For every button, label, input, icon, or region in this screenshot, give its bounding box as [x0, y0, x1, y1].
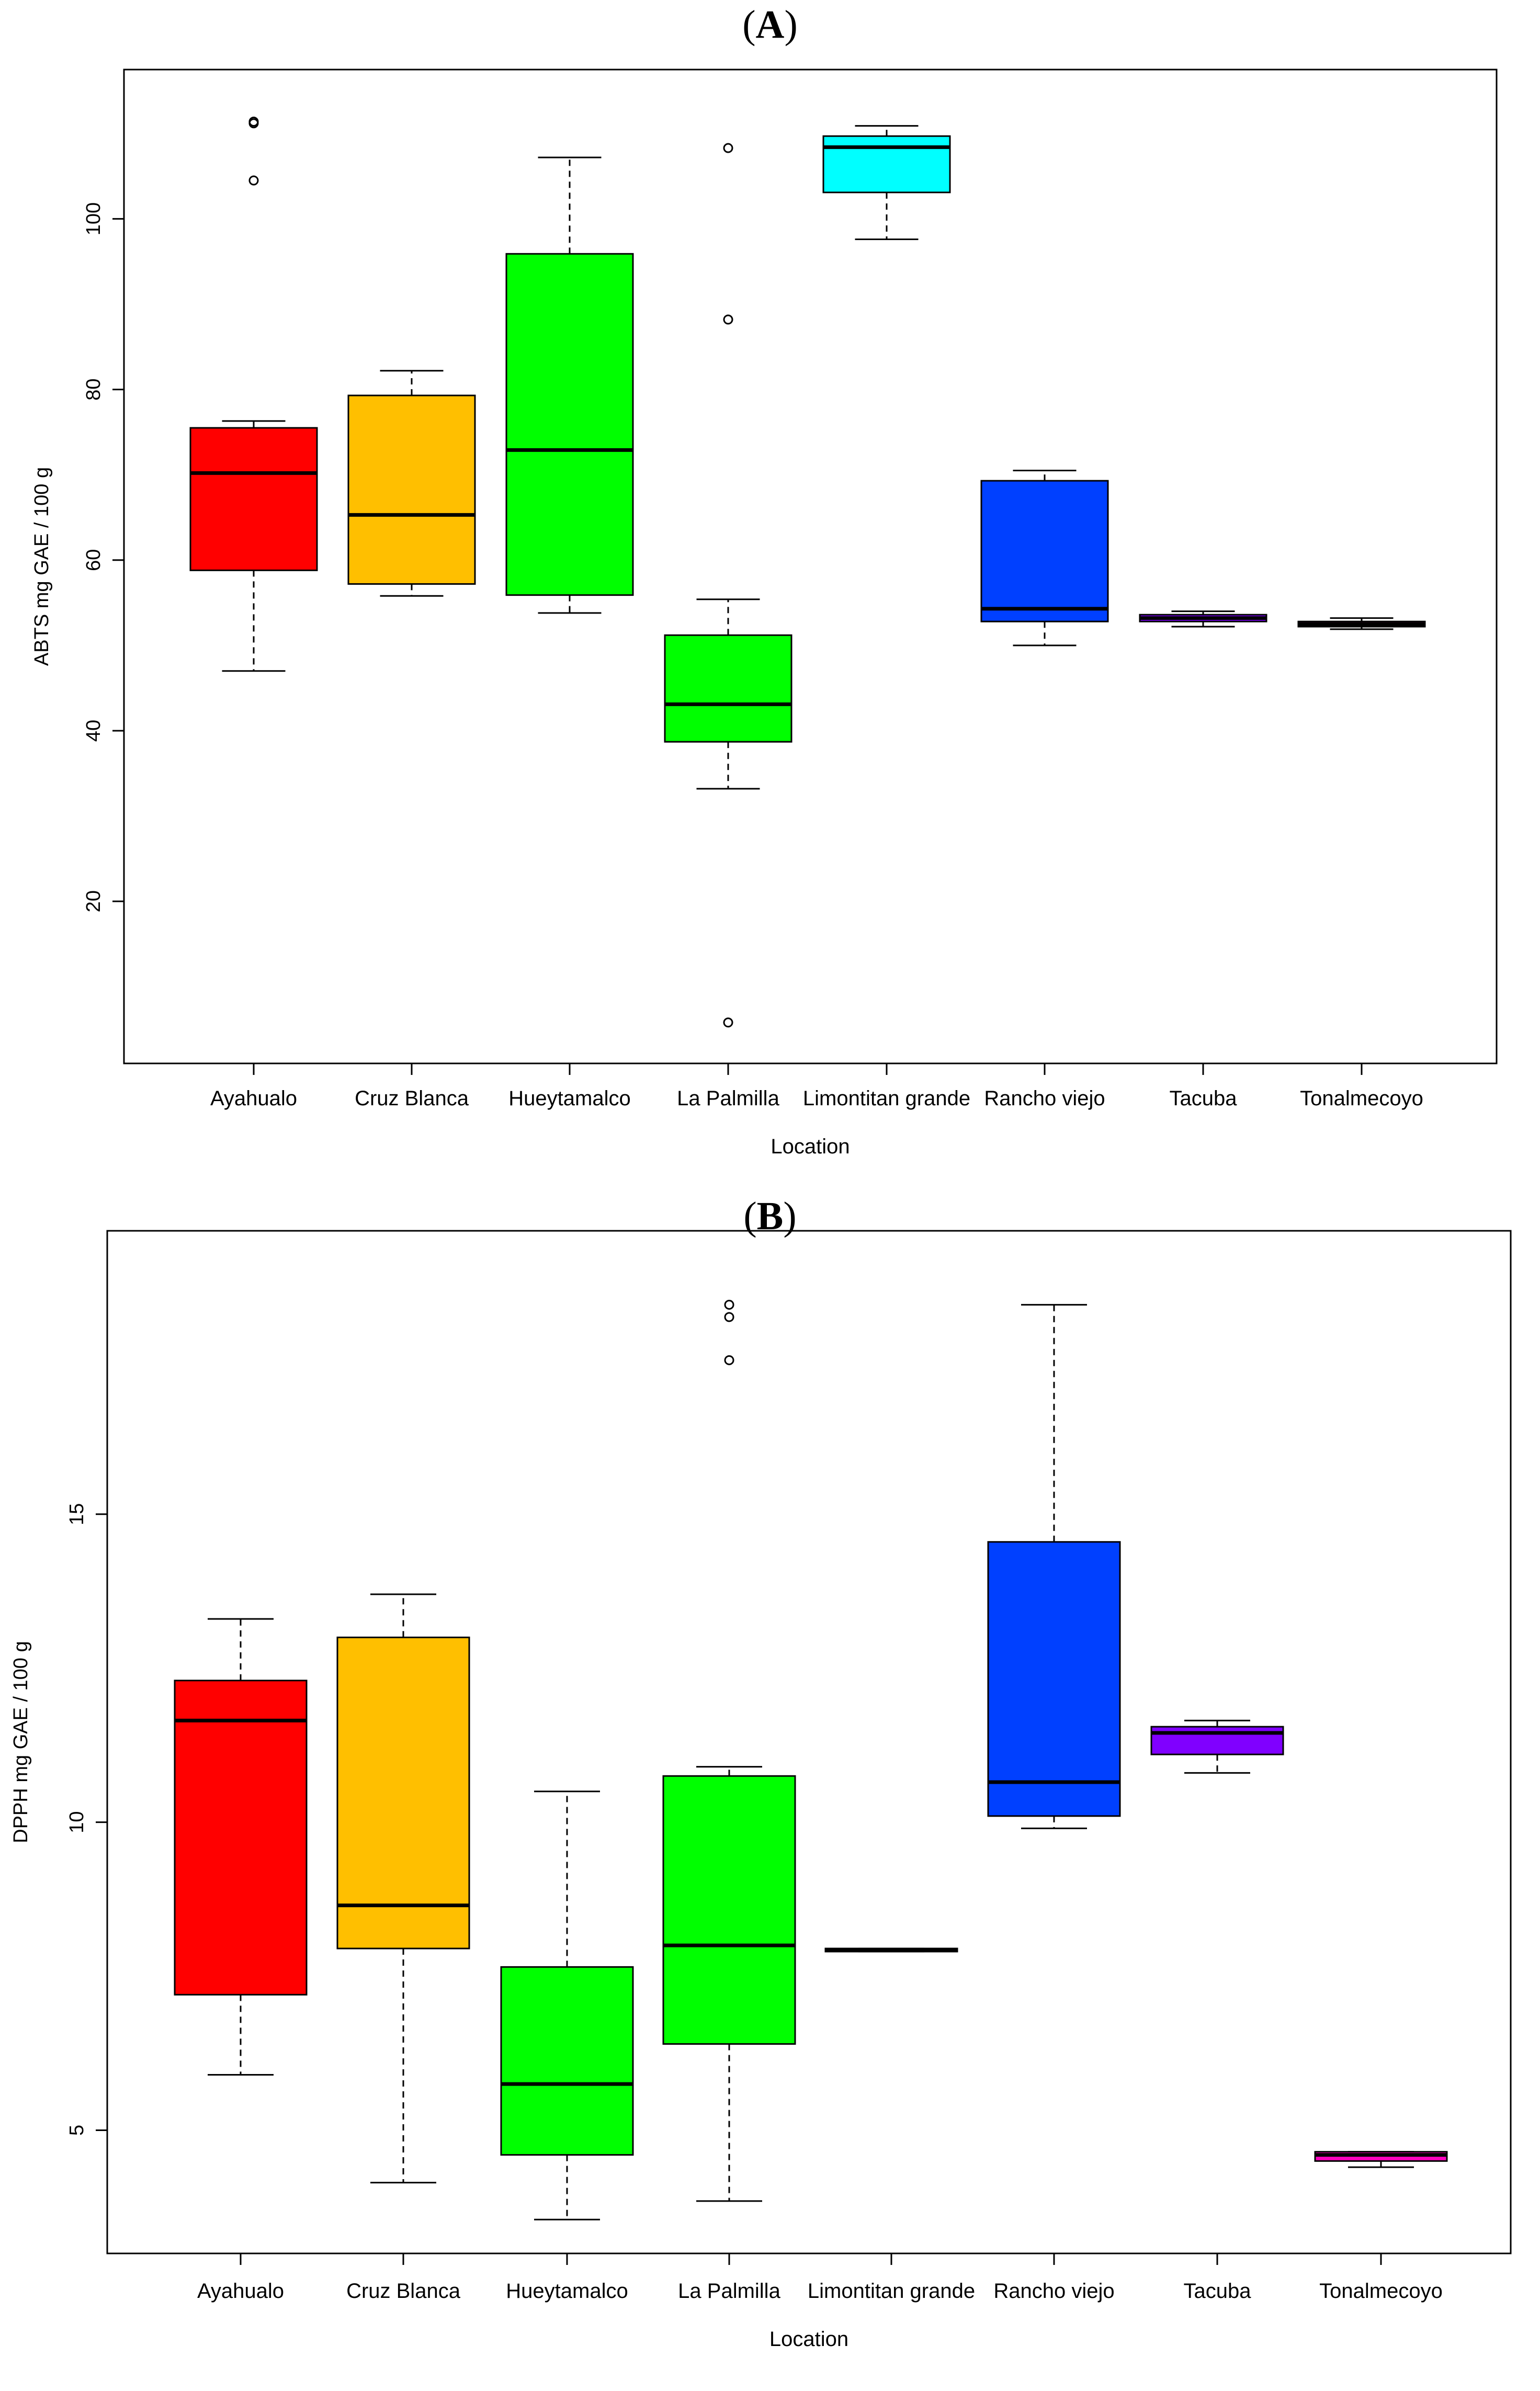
panel-a-y-tick-label: 80	[83, 378, 105, 400]
panel-a-y-tick-label: 100	[83, 202, 105, 235]
panel-b-x-tick-label-la-palmilla: La Palmilla	[678, 2280, 780, 2303]
panel-b-plot-frame	[106, 1230, 1512, 2254]
panel-a-x-tick-label-tacuba: Tacuba	[1170, 1087, 1238, 1110]
panel-a-box-rancho-viejo	[980, 480, 1109, 622]
panel-b-outlier-la-palmilla	[724, 1355, 734, 1365]
panel-b-y-tick-label: 15	[66, 1503, 88, 1525]
panel-b-box-ayahualo	[174, 1680, 308, 1996]
panel-a-outlier-la-palmilla	[723, 1017, 733, 1028]
panel-a-x-tick-label-ayahualo: Ayahualo	[210, 1087, 297, 1110]
panel-b-y-tick-label: 5	[66, 2125, 88, 2136]
panel-b-outlier-la-palmilla	[724, 1299, 734, 1310]
panel-a-title-group: (A)	[742, 3, 798, 47]
panel-b-x-tick-label-hueytamalco: Hueytamalco	[506, 2280, 628, 2303]
panel-b-x-tick-label-tonalmecoyo: Tonalmecoyo	[1319, 2280, 1443, 2303]
panel-b-outlier-la-palmilla	[724, 1312, 734, 1322]
panel-b-x-tick-label-cruz-blanca: Cruz Blanca	[346, 2280, 461, 2303]
panel-b-x-axis-label: Location	[769, 2328, 848, 2351]
panel-b-y-axis-label: DPPH mg GAE / 100 g	[10, 1641, 32, 1843]
panel-a-x-tick-label-hueytamalco: Hueytamalco	[508, 1087, 630, 1110]
panel-a-outlier-la-palmilla	[723, 143, 733, 153]
panel-a-chart: 20 40 60 80 100 ABTS mg GAE / 100 g Location Ay…	[31, 69, 1498, 1158]
panel-a-box-ayahualo	[189, 427, 318, 571]
panel-a-title: A	[756, 3, 785, 47]
panel-a-y-tick-label: 40	[83, 720, 105, 742]
panel-a-x-axis-label: Location	[771, 1135, 850, 1158]
panel-a-box-hueytamalco	[505, 253, 634, 596]
panel-b-box-hueytamalco	[500, 1966, 634, 2156]
panel-a-outlier-la-palmilla	[723, 314, 733, 325]
panel-b-x-tick-label-tacuba: Tacuba	[1184, 2280, 1252, 2303]
panel-a-x-tick-label-rancho-viejo: Rancho viejo	[984, 1087, 1105, 1110]
panel-b-box-cruz-blanca	[336, 1636, 470, 1950]
panel-b-y-tick-label: 10	[66, 1811, 88, 1833]
panel-a-box-limontitan-grande	[822, 135, 951, 194]
panel-a-box-la-palmilla	[664, 634, 792, 743]
panel-b-x-tick-label-ayahualo: Ayahualo	[197, 2280, 284, 2303]
panel-a-x-tick-label-cruz-blanca: Cruz Blanca	[355, 1087, 469, 1110]
panel-a-box-cruz-blanca	[347, 394, 476, 585]
panel-a-y-tick-label: 20	[83, 890, 105, 912]
panel-a-y-axis-label: ABTS mg GAE / 100 g	[31, 467, 53, 666]
panel-a-plot-frame	[123, 69, 1498, 1064]
panel-b-box-tacuba	[1150, 1726, 1284, 1755]
panel-a-x-tick-label-la-palmilla: La Palmilla	[677, 1087, 779, 1110]
panel-b-chart: 5 10 15 DPPH mg GAE / 100 g Location Ayahualo…	[10, 1230, 1512, 2351]
panel-a-outlier-ayahualo	[248, 175, 259, 186]
panel-b-x-tick-label-limontitan-grande: Limontitan grande	[808, 2280, 975, 2303]
panel-a-x-tick-label-limontitan-grande: Limontitan grande	[803, 1087, 970, 1110]
panel-a-y-tick-label: 60	[83, 549, 105, 571]
panel-a-outlier-ayahualo	[248, 116, 259, 127]
panel-b-x-tick-label-rancho-viejo: Rancho viejo	[993, 2280, 1114, 2303]
panel-b-box-la-palmilla	[662, 1775, 796, 2045]
panel-a-x-tick-label-tonalmecoyo: Tonalmecoyo	[1300, 1087, 1423, 1110]
panel-b-box-rancho-viejo	[987, 1541, 1121, 1817]
